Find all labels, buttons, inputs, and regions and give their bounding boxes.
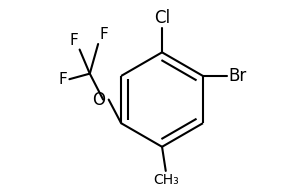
Text: F: F <box>100 27 109 42</box>
Text: F: F <box>69 33 78 48</box>
Text: Cl: Cl <box>154 9 170 27</box>
Text: Br: Br <box>228 67 246 85</box>
Text: O: O <box>92 91 106 108</box>
Text: CH₃: CH₃ <box>153 173 178 187</box>
Text: F: F <box>59 72 68 87</box>
